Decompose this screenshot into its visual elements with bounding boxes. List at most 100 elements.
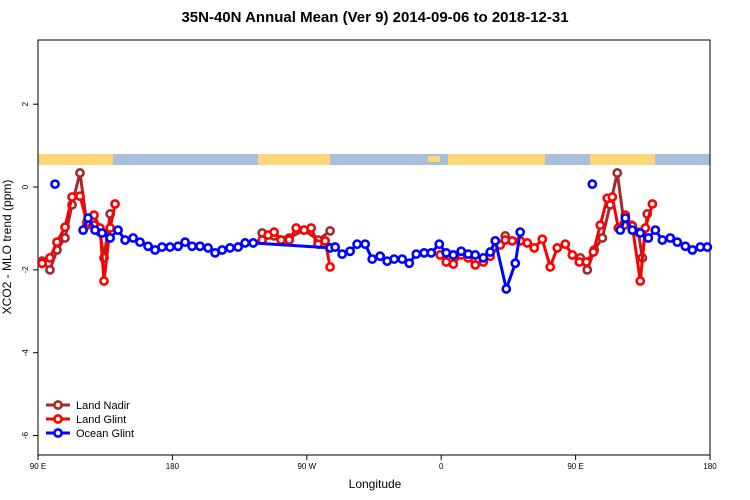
point [135,237,145,248]
point [529,243,540,253]
x-tick-label: 0 [439,462,444,471]
point [515,227,526,238]
point [306,223,317,233]
point [375,251,386,262]
x-tick-label: 180 [703,462,717,471]
point [187,241,198,252]
point [269,227,279,238]
ocean-band [38,154,710,165]
point [276,235,287,245]
point [552,243,563,253]
y-tick-label: -4 [21,349,30,357]
point [180,237,190,248]
point [397,254,408,264]
point [620,213,631,223]
point [643,233,654,243]
point [448,250,459,260]
chart-title: 35N-40N Annual Mean (Ver 9) 2014-09-06 t… [181,9,568,26]
point [490,235,501,246]
legend-marker [53,400,63,410]
point [128,233,139,243]
land-band [38,154,113,165]
point [173,241,183,252]
y-tick-label: -2 [21,266,30,274]
point [627,225,638,236]
point [607,192,618,202]
point [404,258,415,269]
point [665,233,676,243]
point [582,264,593,275]
point [225,243,235,253]
land-band [428,156,440,162]
point [522,238,533,248]
point [567,250,578,260]
point [657,235,668,245]
x-tick-label: 90 E [30,462,46,471]
point [37,258,47,269]
point [78,225,88,236]
point [97,228,107,238]
land-band [448,154,545,165]
point [448,259,459,269]
point [650,225,661,236]
legend-marker [53,414,63,424]
point [75,168,85,178]
y-tick-label: 0 [21,184,30,189]
point [434,239,445,250]
point [52,237,62,248]
point [510,258,521,269]
point [67,192,77,202]
point [105,223,116,233]
point [233,242,244,252]
point [45,264,55,275]
point [325,226,335,236]
point [157,242,167,252]
point [248,238,259,248]
point [389,254,400,264]
point [240,238,251,248]
point [165,242,175,252]
point [367,254,378,264]
point [345,246,356,257]
point [110,199,120,209]
point [470,259,481,270]
point [113,225,123,236]
point [470,250,481,260]
y-tick-label: -6 [21,431,30,439]
x-tick-label: 90 E [567,462,583,471]
land-band [590,154,655,165]
x-axis-label: Longitude [349,477,402,491]
point [545,262,556,272]
point [426,247,437,258]
point [195,241,205,252]
point [284,235,295,245]
land-band [258,154,330,165]
point [501,284,512,294]
point [635,228,646,238]
point [702,242,713,252]
x-tick-label: 180 [166,462,180,471]
plot-frame [37,39,711,456]
legend-label: Ocean Glint [76,428,134,440]
point [635,276,646,286]
point [680,241,691,252]
point [595,220,606,231]
point [83,213,93,223]
point [411,249,422,260]
point [99,276,109,286]
legend-label: Land Glint [76,414,126,426]
point [507,235,518,246]
point [588,247,599,257]
point [478,252,489,263]
point [203,243,213,253]
land-ocean-strip [38,154,710,165]
point [120,235,130,245]
x-tick-label: 90 W [297,462,316,471]
point [612,168,623,178]
point [330,242,341,252]
point [597,233,608,243]
point [687,245,698,255]
point [60,222,70,233]
point [325,262,335,272]
point [647,199,658,209]
